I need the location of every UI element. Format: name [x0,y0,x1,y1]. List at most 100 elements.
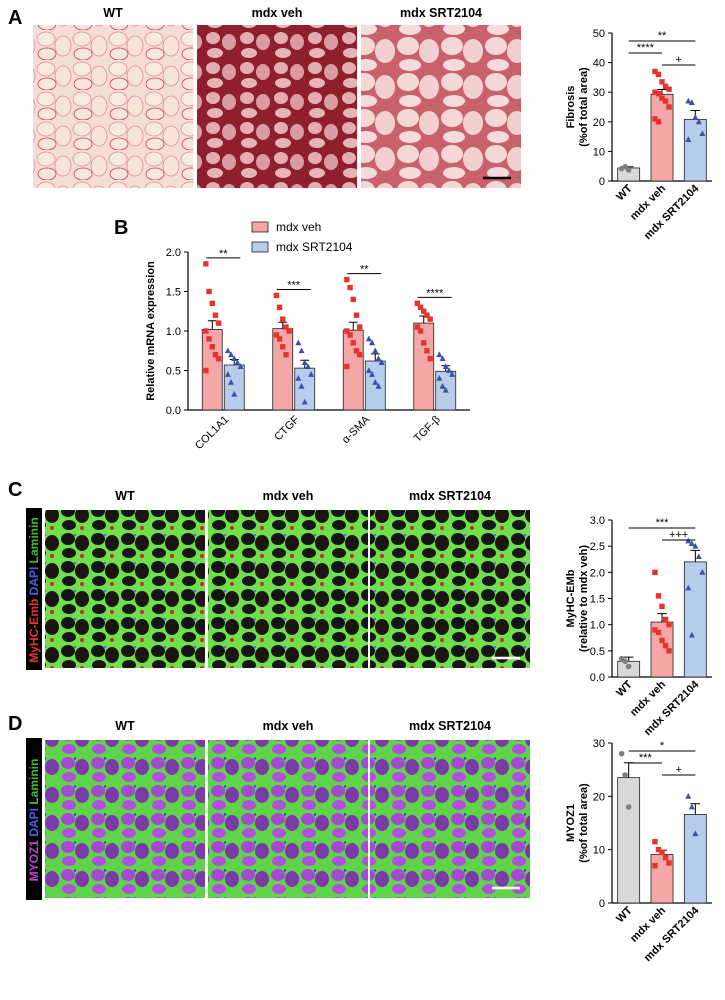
data-point [622,772,628,778]
data-point [692,542,699,549]
data-point [372,379,379,385]
data-point [692,830,699,837]
legend-label: mdx SRT2104 [276,240,353,254]
bar [617,777,641,904]
data-point [212,312,219,318]
y-tick-label: 30 [593,87,605,99]
svg-text:MYOZ1 DAPI Laminin: MYOZ1 DAPI Laminin [27,759,41,882]
image-title: mdx veh [252,6,303,20]
bar [683,561,707,678]
data-point [273,292,280,299]
image-title: mdx SRT2104 [409,719,491,733]
image-title: mdx SRT2104 [409,489,491,503]
x-tick-label: α-SMA [340,413,373,446]
data-point [655,593,662,599]
data-point [652,569,658,576]
data-point [625,804,632,810]
data-point [353,348,360,354]
data-point [688,99,695,105]
data-point [666,860,672,866]
micrograph [361,25,521,188]
data-point [695,118,702,125]
data-point [280,344,286,350]
data-point [414,324,421,330]
data-point [347,284,353,291]
micrograph [33,25,193,188]
panel-letter: D [8,713,22,735]
data-point [209,300,215,307]
data-point [695,553,702,560]
data-point [655,846,662,853]
image-title: WT [115,489,135,503]
significance-label: **** [426,287,444,299]
y-axis-label: MYOZ1 [565,804,577,842]
y-tick-label: 1.0 [590,620,605,632]
data-point [353,312,360,318]
x-tick-label: WT [614,182,635,203]
legend-swatch [251,241,269,253]
y-tick-label: 0.0 [166,405,181,417]
data-point [350,340,356,346]
y-axis-label: (relative to mdx veh) [578,545,590,652]
y-axis-label: (%of total area) [578,67,590,147]
bar [272,328,294,411]
data-point [276,336,283,342]
data-point [442,363,449,369]
data-point [688,803,695,810]
significance-label: * [660,740,665,752]
legend-label: mdx veh [276,220,321,234]
image-title: mdx veh [263,719,314,733]
data-point [301,359,308,365]
data-point [424,312,430,318]
data-point [228,379,235,385]
stain-label-bg [26,738,42,900]
image-title: mdx veh [263,489,314,503]
data-point [234,359,241,365]
data-point [622,658,628,665]
y-tick-label: 10 [593,146,605,158]
error-bar [657,89,667,95]
data-point [283,352,289,358]
data-point [295,339,302,346]
x-tick-label: WT [614,904,635,925]
x-tick-label: WT [614,678,635,699]
data-point [685,97,692,104]
data-point [655,90,662,97]
micrograph [45,510,205,668]
data-point [344,276,350,283]
y-tick-label: 1.5 [166,287,181,299]
data-point [625,663,632,670]
data-point [436,375,443,381]
data-point [231,390,238,397]
micrograph [370,510,530,668]
bar [683,814,707,904]
stain-word: Laminin [27,759,41,805]
svg-text:MyHC-Emb DAPI Laminin: MyHC-Emb DAPI Laminin [27,517,41,662]
data-point [652,116,658,122]
y-axis-label: (%of total area) [578,783,590,863]
data-point [295,375,302,381]
data-point [666,621,672,628]
bar [413,322,435,411]
data-point [692,114,699,120]
y-tick-label: 20 [593,117,605,129]
error-bar [623,656,634,662]
data-point [206,288,212,295]
y-tick-label: 1.5 [590,594,605,606]
data-point [224,371,231,377]
data-point [280,316,286,322]
data-point [231,355,238,362]
data-point [659,849,665,856]
significance-label: ** [360,264,369,276]
error-bar [348,321,358,331]
data-point [203,328,209,334]
stain-label: MyHC-Emb DAPI Laminin [27,517,41,662]
stain-label-bg [26,508,42,670]
data-point [699,130,706,137]
data-point [298,347,305,354]
data-point [439,383,446,389]
data-point [203,261,209,267]
error-bar [370,353,380,362]
y-tick-label: 3.0 [590,515,605,527]
data-point [652,627,658,633]
